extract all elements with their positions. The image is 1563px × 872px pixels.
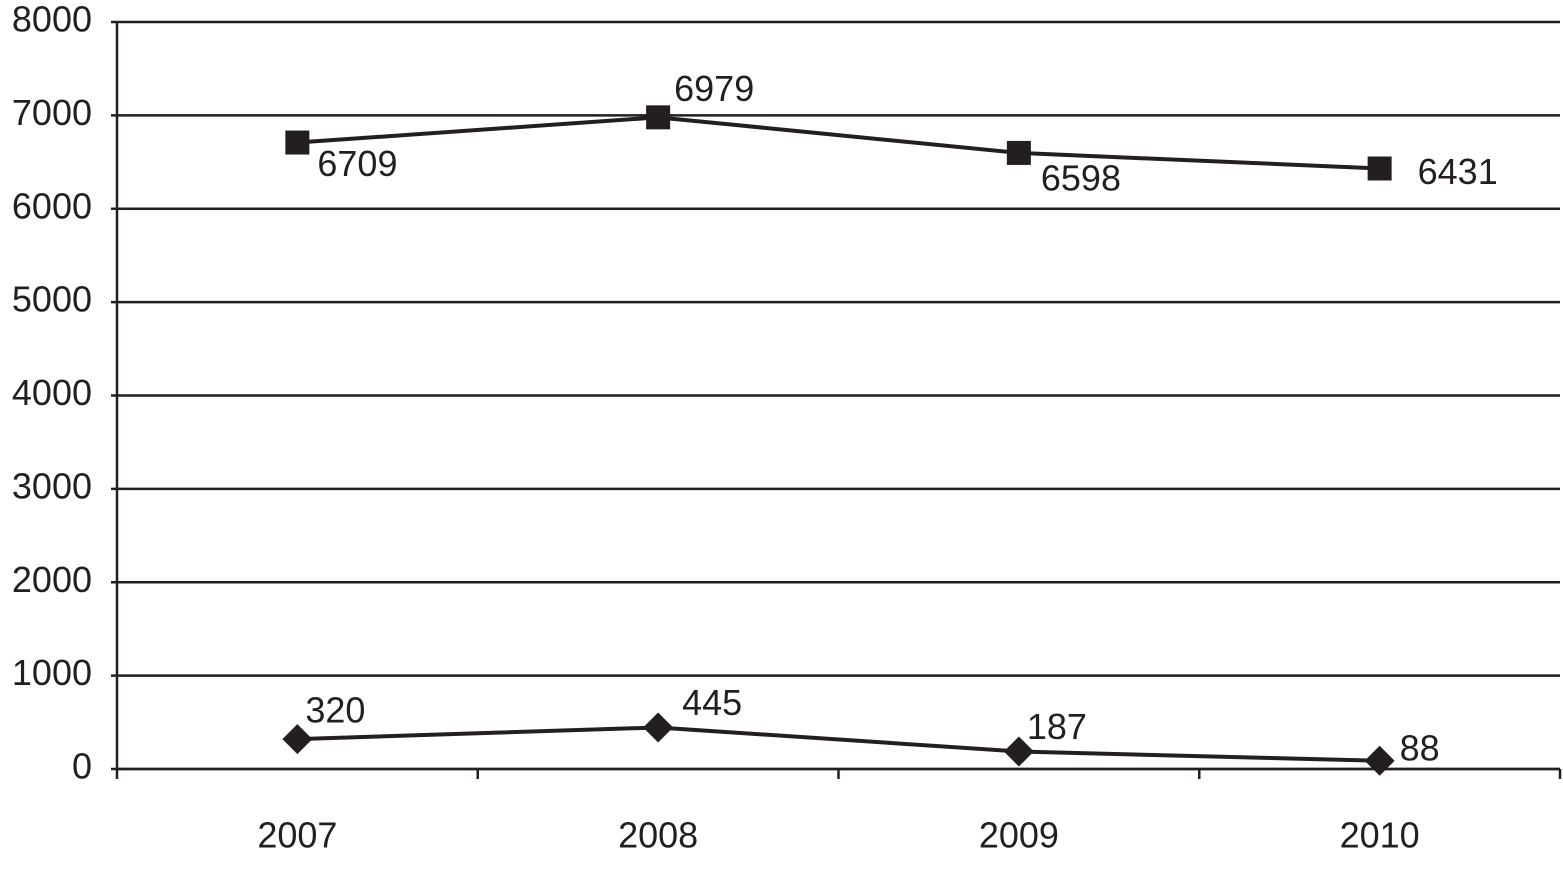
- marker: [1006, 140, 1031, 165]
- y-tick-label: 7000: [12, 92, 92, 133]
- marker: [1367, 156, 1392, 181]
- y-tick-label: 4000: [12, 372, 92, 413]
- y-tick-label: 5000: [12, 279, 92, 320]
- marker: [643, 712, 674, 743]
- series-line: [297, 115, 1380, 171]
- data-label: 320: [305, 690, 365, 731]
- data-label: 187: [1027, 706, 1087, 747]
- marker: [282, 724, 313, 755]
- marker: [1003, 736, 1034, 767]
- data-label: 445: [682, 682, 742, 723]
- data-label: 6709: [317, 143, 397, 184]
- data-label: 6431: [1418, 151, 1498, 192]
- x-tick-label: 2010: [1340, 815, 1420, 856]
- data-label: 6598: [1041, 157, 1121, 198]
- series-line: [297, 725, 1380, 763]
- data-label: 6979: [674, 68, 754, 109]
- x-tick-label: 2008: [618, 815, 698, 856]
- y-tick-label: 8000: [12, 0, 92, 40]
- y-tick-label: 3000: [12, 465, 92, 506]
- data-label: 88: [1400, 727, 1440, 768]
- y-tick-label: 2000: [12, 559, 92, 600]
- marker: [285, 130, 310, 155]
- y-tick-label: 6000: [12, 185, 92, 226]
- y-tick-label: 1000: [12, 652, 92, 693]
- marker: [1364, 745, 1395, 776]
- x-tick-label: 2007: [257, 815, 337, 856]
- x-tick-label: 2009: [979, 815, 1059, 856]
- y-tick-label: 0: [72, 746, 92, 787]
- marker: [646, 105, 671, 130]
